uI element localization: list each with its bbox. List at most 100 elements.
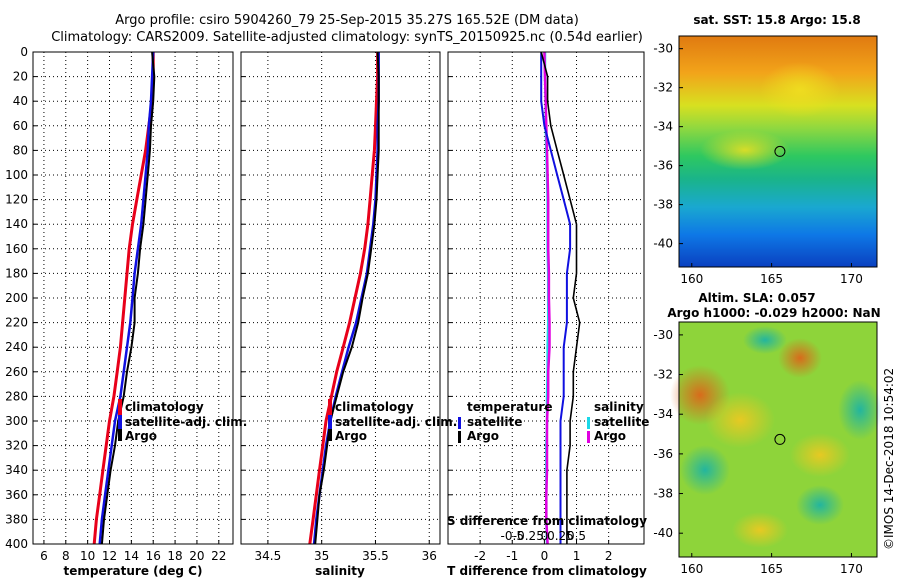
depth-tick-label: 100 [5, 168, 28, 182]
legend-swatch-argo [118, 429, 122, 441]
lon-tick-label: 160 [680, 272, 703, 286]
series-line-sal-satellite [312, 52, 380, 545]
lat-tick-label: -36 [653, 159, 673, 173]
legend-diff-s-satellite-swatch [587, 417, 590, 429]
legend2-swatch-satellite [328, 415, 332, 429]
x-tick-label: 6 [40, 549, 48, 563]
lat-tick-label: -38 [653, 198, 673, 212]
depth-tick-label: 120 [5, 193, 28, 207]
depth-tick-label: 220 [5, 316, 28, 330]
lon-tick-label: 165 [760, 562, 783, 576]
salinity-grid [241, 52, 440, 544]
depth-tick-label: 180 [5, 266, 28, 280]
depth-tick-label: 40 [13, 94, 28, 108]
depth-tick-label: 300 [5, 414, 28, 428]
lon-tick-label: 170 [840, 272, 863, 286]
legend2-argo: Argo [335, 429, 367, 443]
depth-tick-label: 140 [5, 217, 28, 231]
x-tick-label: -1 [506, 549, 518, 563]
lat-tick-label: -32 [653, 81, 673, 95]
sst-warm-tongue [700, 130, 790, 170]
sla-low-south [796, 485, 844, 525]
difference-grid [448, 52, 644, 544]
sla-map-title1: Altim. SLA: 0.057 [698, 291, 815, 305]
legend2-climatology: climatology [335, 400, 414, 414]
lat-tick-label: -32 [653, 368, 673, 382]
temperature-xlabel: temperature (deg C) [64, 564, 203, 578]
lon-tick-label: 165 [760, 272, 783, 286]
salinity-x-ticks: 34.5 35 35.5 36 [241, 51, 437, 563]
s-x-tick-label: 0.25 [547, 529, 574, 543]
lat-tick-label: -30 [653, 328, 673, 342]
x-tick-label: 10 [80, 549, 95, 563]
x-tick-label: 8 [62, 549, 70, 563]
depth-tick-label: 80 [13, 143, 28, 157]
sla-low-east [838, 380, 882, 440]
legend-argo: Argo [125, 429, 157, 443]
t-difference-xlabel: T difference from climatology [447, 564, 647, 578]
sla-warm-south [732, 512, 788, 548]
x-tick-label: 18 [167, 549, 182, 563]
lat-tick-label: -34 [653, 407, 673, 421]
depth-tick-label: 160 [5, 242, 28, 256]
figure-title-line1: Argo profile: csiro 5904260_79 25-Sep-20… [115, 13, 579, 28]
x-tick-label: 22 [211, 549, 226, 563]
profile-legend: climatology satellite-adj. clim. Argo [118, 399, 247, 443]
s-difference-xlabel: S difference from climatology [447, 514, 647, 528]
depth-tick-label: 0 [20, 45, 28, 59]
x-tick-label: 36 [422, 549, 437, 563]
legend-swatch-satellite [118, 415, 122, 429]
sla-lon-ticks: 160 165 170 [680, 553, 863, 576]
legend-diff-t-argo: Argo [467, 429, 499, 443]
salinity-frame [240, 51, 441, 545]
sla-low-north [743, 326, 787, 354]
difference-x-ticks: -2 -1 0 1 2 [448, 51, 612, 563]
sla-float-marker [774, 433, 786, 445]
depth-tick-label: 360 [5, 488, 28, 502]
sla-warm-east [790, 433, 850, 477]
legend-diff-t-argo-swatch [458, 431, 461, 443]
imos-watermark: ©IMOS 14-Dec-2018 10:54:02 [882, 368, 896, 550]
x-tick-label: 20 [189, 549, 204, 563]
legend-diff-salinity: salinity [594, 400, 644, 414]
x-tick-label: -2 [474, 549, 486, 563]
legend-diff-t-satellite-swatch [458, 417, 461, 429]
s-x-tick-label: -0.5 [501, 529, 524, 543]
legend-diff-s-argo-swatch [587, 431, 590, 443]
lat-tick-label: -34 [653, 120, 673, 134]
temperature-panel: 6 8 10 12 14 16 18 20 22 0 20 40 60 80 100 120 140 160 18… [5, 45, 247, 578]
depth-axis-ticks: 0 20 40 60 80 100 120 140 160 180 200 220 240 260 280 3… [5, 45, 28, 551]
sla-map-title2: Argo h1000: -0.029 h2000: NaN [667, 306, 880, 320]
x-tick-label: 14 [124, 549, 139, 563]
sla-low-southwest [680, 445, 730, 495]
salinity-xlabel: salinity [315, 564, 365, 578]
difference-legend: temperature satellite Argo salinity sate… [458, 400, 649, 443]
x-tick-label: 34.5 [255, 549, 282, 563]
depth-tick-label: 200 [5, 291, 28, 305]
profile-legend-2: climatology satellite-adj. clim. Argo [328, 399, 457, 443]
sla-warm-center [705, 392, 775, 448]
sst-map: sat. SST: 15.8 Argo: 15.8 -30-32-34-36-3… [653, 13, 878, 286]
lon-tick-label: 160 [680, 562, 703, 576]
legend-swatch-climatology [118, 399, 122, 415]
sst-lon-ticks: 160 165 170 [680, 263, 863, 286]
series-line-t-argo [540, 51, 581, 544]
depth-tick-label: 400 [5, 537, 28, 551]
legend-satellite: satellite-adj. clim. [125, 415, 247, 429]
depth-tick-label: 60 [13, 119, 28, 133]
depth-tick-label: 240 [5, 340, 28, 354]
sla-lat-ticks: -30 -32 -34 -36 -38 -40 [653, 328, 683, 540]
s-x-tick-label: 0 [541, 529, 549, 543]
series-line-temp-climatology [92, 52, 155, 545]
depth-tick-label: 340 [5, 463, 28, 477]
lat-tick-label: -40 [653, 526, 673, 540]
series-line-t-satellite [540, 52, 572, 544]
legend-diff-s-argo: Argo [594, 429, 626, 443]
x-tick-label: 12 [102, 549, 117, 563]
series-line-sal-climatology [308, 52, 380, 545]
depth-tick-label: 380 [5, 512, 28, 526]
legend-diff-temperature: temperature [467, 400, 552, 414]
depth-tick-label: 20 [13, 70, 28, 84]
